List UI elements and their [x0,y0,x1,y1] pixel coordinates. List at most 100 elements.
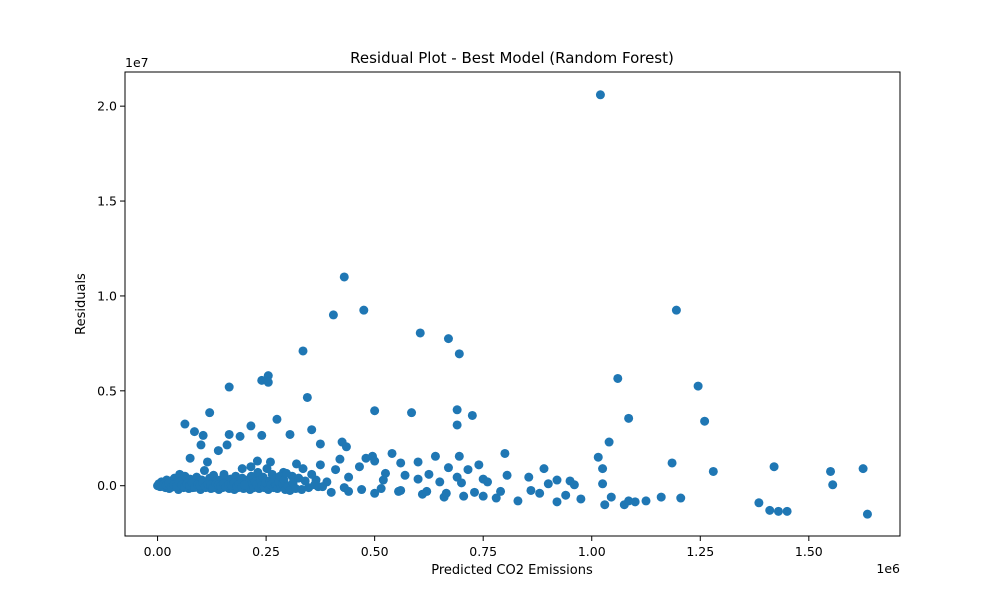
data-point [467,410,477,420]
data-point [502,470,512,480]
data-point [598,464,608,474]
data-point [598,479,608,489]
data-point [452,405,462,415]
data-point [396,485,406,495]
y-axis: 0.0 0.5 1.0 1.5 2.0 [97,99,125,493]
plot-frame [124,71,901,537]
data-point [282,468,292,478]
data-point [307,425,317,435]
data-point [769,462,779,472]
y-multiplier-label: 1e7 [125,55,149,70]
data-point [199,466,209,476]
data-point [641,496,651,506]
data-point [708,466,718,476]
data-point [235,431,245,441]
data-point [263,377,273,387]
data-point [265,457,275,467]
points-layer [153,90,872,519]
data-point [496,486,506,496]
data-point [491,493,501,503]
data-point [454,451,464,461]
data-point [313,482,323,492]
data-point [189,427,199,437]
data-point [604,437,614,447]
data-point [513,496,523,506]
data-point [198,430,208,440]
data-point [693,381,703,391]
data-point [262,464,272,474]
data-point [535,488,545,498]
data-point [246,462,256,472]
data-point [576,494,586,504]
data-point [470,487,480,497]
data-point [285,429,295,439]
data-point [422,486,432,496]
x-tick-label: 1.50 [795,544,823,559]
data-point [754,498,764,508]
x-tick-label: 0.50 [361,544,389,559]
data-point [862,509,872,519]
data-point [205,408,215,418]
y-tick-label: 1.5 [97,194,117,209]
data-point [344,486,354,496]
data-point [396,458,406,468]
data-point [400,470,410,480]
data-point [196,440,206,450]
x-tick-label: 0.00 [144,544,172,559]
data-point [213,446,223,456]
data-point [370,456,380,466]
data-point [441,488,451,498]
data-point [430,451,440,461]
data-point [237,464,247,474]
data-point [252,456,262,466]
data-point [246,421,256,431]
data-point [376,484,386,494]
y-tick-label: 0.0 [97,478,117,493]
data-point [600,500,610,510]
data-point [524,472,534,482]
data-point [435,477,445,487]
data-point [370,406,380,416]
data-point [180,419,190,429]
data-point [359,305,369,315]
data-point [765,505,775,515]
data-point [315,439,325,449]
y-tick-label: 0.5 [97,383,117,398]
data-point [500,448,510,458]
data-point [459,491,469,501]
data-point [297,485,307,495]
data-point [370,488,380,498]
data-point [222,440,232,450]
x-tick-label: 1.25 [686,544,714,559]
data-point [331,465,341,475]
y-tick-label: 2.0 [97,99,117,114]
data-point [185,453,195,463]
data-point [452,420,462,430]
chart-title: Residual Plot - Best Model (Random Fores… [350,49,674,67]
data-point [341,442,351,452]
data-point [858,464,868,474]
data-point [613,373,623,383]
data-point [335,454,345,464]
data-point [700,416,710,426]
data-point [463,465,473,475]
data-point [483,477,493,487]
data-point [344,472,354,482]
data-point [671,305,681,315]
data-point [326,487,336,497]
data-point [443,463,453,473]
data-point [456,478,466,488]
data-point [606,492,616,502]
data-point [328,310,338,320]
x-tick-label: 0.75 [469,544,497,559]
data-point [224,382,234,392]
data-point [569,480,579,490]
data-point [415,328,425,338]
data-point [257,430,267,440]
x-axis-label: Predicted CO2 Emissions [431,563,593,578]
data-point [454,349,464,359]
x-multiplier-label: 1e6 [876,561,900,576]
data-point [424,469,434,479]
data-point [478,491,488,501]
